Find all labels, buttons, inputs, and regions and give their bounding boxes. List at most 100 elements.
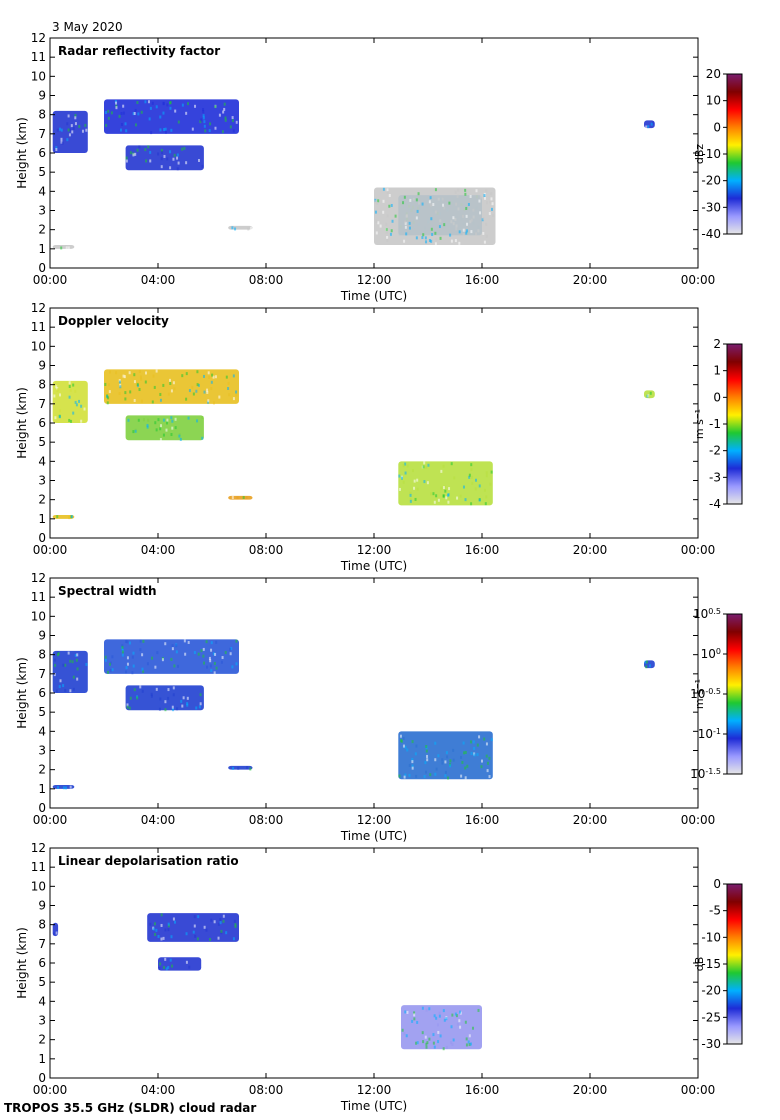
- echo-speckle: [415, 236, 418, 240]
- echo-speckle: [402, 736, 405, 740]
- echo-speckle: [125, 159, 128, 163]
- echo-speckle: [162, 936, 165, 940]
- echo-speckle: [59, 679, 62, 683]
- echo-speckle: [111, 668, 114, 672]
- y-tick-label: 1: [38, 242, 46, 256]
- echo-speckle: [456, 194, 459, 198]
- echo-speckle: [188, 389, 191, 393]
- echo-speckle: [442, 494, 445, 498]
- echo-speckle: [426, 754, 429, 758]
- echo-speckle: [422, 1040, 425, 1044]
- echo-speckle: [388, 204, 391, 208]
- echo-speckle: [169, 166, 172, 170]
- echo-speckle: [441, 197, 444, 201]
- echo-speckle: [245, 496, 248, 500]
- echo-speckle: [169, 106, 172, 110]
- echo-speckle: [645, 665, 648, 669]
- echo-speckle: [449, 764, 452, 768]
- echo-speckle: [442, 464, 445, 468]
- colorbar-tick-label: 10-1: [698, 727, 721, 742]
- echo-speckle: [56, 515, 59, 519]
- echo-speckle: [434, 242, 437, 246]
- echo-speckle: [208, 129, 211, 133]
- echo-speckle: [172, 708, 175, 712]
- echo-speckle: [468, 473, 471, 477]
- echo-speckle: [160, 165, 163, 169]
- x-tick-label: 04:00: [141, 543, 176, 557]
- echo-speckle: [155, 428, 158, 432]
- echo-speckle: [224, 651, 227, 655]
- echo-speckle: [447, 776, 450, 780]
- echo-speckle: [416, 1041, 419, 1045]
- echo-speckle: [157, 152, 160, 156]
- echo-region: [398, 731, 493, 780]
- echo-speckle: [442, 486, 445, 490]
- colorbar-tick-label: -20: [701, 984, 721, 998]
- echo-speckle: [424, 770, 427, 774]
- echo-speckle: [452, 1038, 455, 1042]
- echo-speckle: [75, 403, 78, 407]
- echo-speckle: [148, 117, 151, 121]
- echo-speckle: [197, 158, 200, 162]
- y-tick-label: 9: [38, 359, 46, 373]
- echo-speckle: [70, 515, 73, 519]
- echo-speckle: [129, 696, 132, 700]
- echo-speckle: [128, 371, 131, 375]
- echo-speckle: [171, 426, 174, 430]
- echo-speckle: [139, 639, 142, 643]
- echo-speckle: [146, 423, 149, 427]
- echo-speckle: [140, 110, 143, 114]
- echo-speckle: [191, 127, 194, 131]
- echo-speckle: [231, 116, 234, 120]
- echo-speckle: [205, 928, 208, 932]
- echo-speckle: [490, 738, 493, 742]
- echo-speckle: [413, 1011, 416, 1015]
- echo-speckle: [409, 491, 412, 495]
- echo-speckle: [400, 739, 403, 743]
- echo-speckle: [80, 404, 83, 408]
- echo-speckle: [448, 201, 451, 205]
- echo-speckle: [444, 489, 447, 493]
- echo-speckle: [67, 114, 70, 118]
- echo-speckle: [235, 393, 238, 397]
- echo-speckle: [375, 219, 378, 223]
- echo-speckle: [167, 928, 170, 932]
- colorbar-tick-label: -1: [709, 417, 721, 431]
- echo-speckle: [398, 487, 401, 491]
- echo-speckle: [463, 751, 466, 755]
- echo-speckle: [118, 380, 121, 384]
- echo-speckle: [206, 665, 209, 669]
- echo-speckle: [232, 397, 235, 401]
- echo-speckle: [186, 102, 189, 106]
- echo-speckle: [202, 116, 205, 120]
- echo-speckle: [425, 1008, 428, 1012]
- echo-speckle: [175, 644, 178, 648]
- echo-speckle: [138, 369, 141, 373]
- echo-speckle: [115, 101, 118, 105]
- echo-speckle: [443, 206, 446, 210]
- echo-speckle: [476, 753, 479, 757]
- echo-speckle: [199, 702, 202, 706]
- echo-speckle: [379, 224, 382, 228]
- echo-speckle: [222, 110, 225, 114]
- echo-speckle: [431, 233, 434, 237]
- colorbar-tick-label: -2: [709, 444, 721, 458]
- echo-speckle: [222, 914, 225, 918]
- echo-speckle: [406, 748, 409, 752]
- echo-speckle: [232, 374, 235, 378]
- echo-speckle: [72, 687, 75, 691]
- echo-speckle: [442, 203, 445, 207]
- echo-speckle: [471, 1026, 474, 1030]
- x-tick-label: 08:00: [249, 813, 284, 827]
- echo-speckle: [196, 419, 199, 423]
- echo-speckle: [131, 671, 134, 675]
- echo-speckle: [188, 965, 191, 969]
- echo-speckle: [138, 145, 141, 149]
- echo-speckle: [166, 418, 169, 422]
- echo-speckle: [437, 1030, 440, 1034]
- y-tick-label: 4: [38, 184, 46, 198]
- echo-speckle: [424, 761, 427, 765]
- echo-speckle: [457, 188, 460, 192]
- echo-speckle: [214, 126, 217, 130]
